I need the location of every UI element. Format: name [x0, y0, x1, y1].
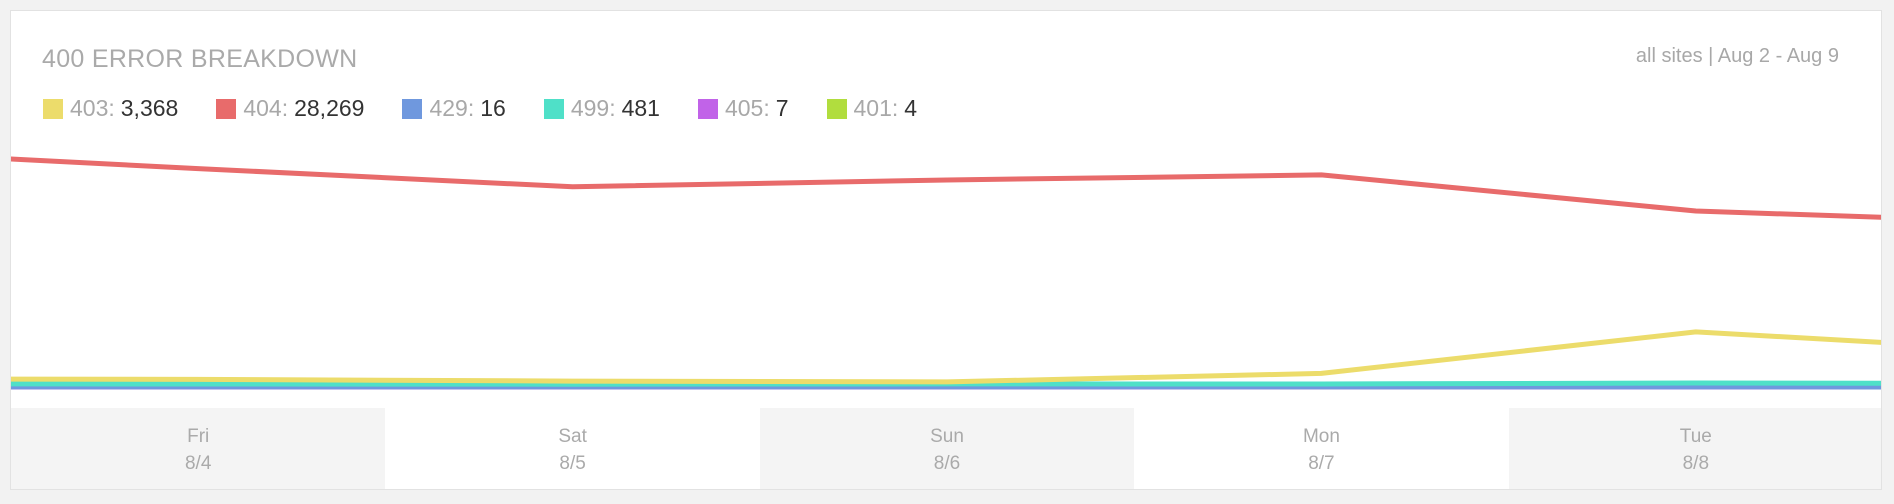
day-column-mon: Mon 8/7 — [1134, 408, 1508, 489]
day-name: Sat — [558, 425, 587, 447]
legend-swatch-499 — [543, 98, 564, 119]
legend-item-499[interactable]: 499: 481 — [543, 95, 660, 122]
day-name: Sun — [930, 425, 964, 447]
day-date: 8/8 — [1682, 452, 1710, 474]
legend-separator: : — [763, 95, 770, 121]
legend-separator: : — [281, 95, 289, 121]
day-column-sat: Sat 8/5 — [385, 408, 759, 489]
legend-code: 403 — [70, 95, 109, 121]
legend-item-404[interactable]: 404: 28,269 — [216, 95, 364, 122]
day-axis: Fri 8/4 Sat 8/5 Sun 8/6 Mon 8/7 Tue 8/8 — [11, 408, 1881, 489]
day-column-fri: Fri 8/4 — [11, 408, 386, 489]
legend-value: 481 — [621, 95, 660, 121]
legend-value: 7 — [775, 95, 789, 121]
legend-swatch-401 — [826, 98, 847, 119]
legend-separator: : — [609, 95, 616, 121]
series-line-403 — [11, 329, 1881, 385]
legend-item-429[interactable]: 429: 16 — [402, 95, 506, 122]
day-date: 8/5 — [559, 452, 586, 474]
legend-code: 429 — [429, 95, 468, 121]
legend-value: 4 — [904, 95, 918, 121]
legend-separator: : — [108, 95, 115, 121]
legend-item-405[interactable]: 405: 7 — [697, 95, 789, 122]
legend-swatch-405 — [697, 98, 718, 119]
legend-item-401[interactable]: 401: 4 — [826, 95, 918, 122]
day-date: 8/6 — [933, 452, 961, 474]
series-line-404 — [11, 156, 1881, 220]
day-name: Fri — [187, 425, 210, 447]
legend-value: 3,368 — [120, 95, 179, 121]
legend-code: 405 — [724, 95, 764, 121]
day-name: Mon — [1302, 425, 1340, 447]
legend: 403: 3,368 404: 28,269 429: 16 499: 481 … — [43, 95, 955, 122]
legend-swatch-404 — [216, 98, 237, 119]
legend-swatch-429 — [402, 98, 423, 119]
legend-separator: : — [467, 95, 475, 121]
day-name: Tue — [1679, 425, 1712, 447]
day-date: 8/7 — [1308, 452, 1335, 474]
legend-value: 28,269 — [294, 95, 365, 121]
line-chart — [11, 156, 1881, 390]
day-column-tue: Tue 8/8 — [1508, 408, 1881, 489]
date-range-label: all sites | Aug 2 - Aug 9 — [1635, 45, 1839, 67]
day-date: 8/4 — [184, 452, 212, 474]
legend-item-403[interactable]: 403: 3,368 — [43, 95, 178, 122]
legend-separator: : — [891, 95, 899, 121]
day-column-sun: Sun 8/6 — [759, 408, 1135, 489]
legend-code: 401 — [853, 95, 892, 121]
error-breakdown-card: 400 ERROR BREAKDOWN all sites | Aug 2 - … — [10, 10, 1882, 490]
chart-title: 400 ERROR BREAKDOWN — [42, 45, 358, 73]
legend-value: 16 — [480, 95, 506, 121]
legend-swatch-403 — [43, 98, 63, 119]
legend-code: 404 — [243, 95, 282, 121]
legend-code: 499 — [570, 95, 610, 121]
